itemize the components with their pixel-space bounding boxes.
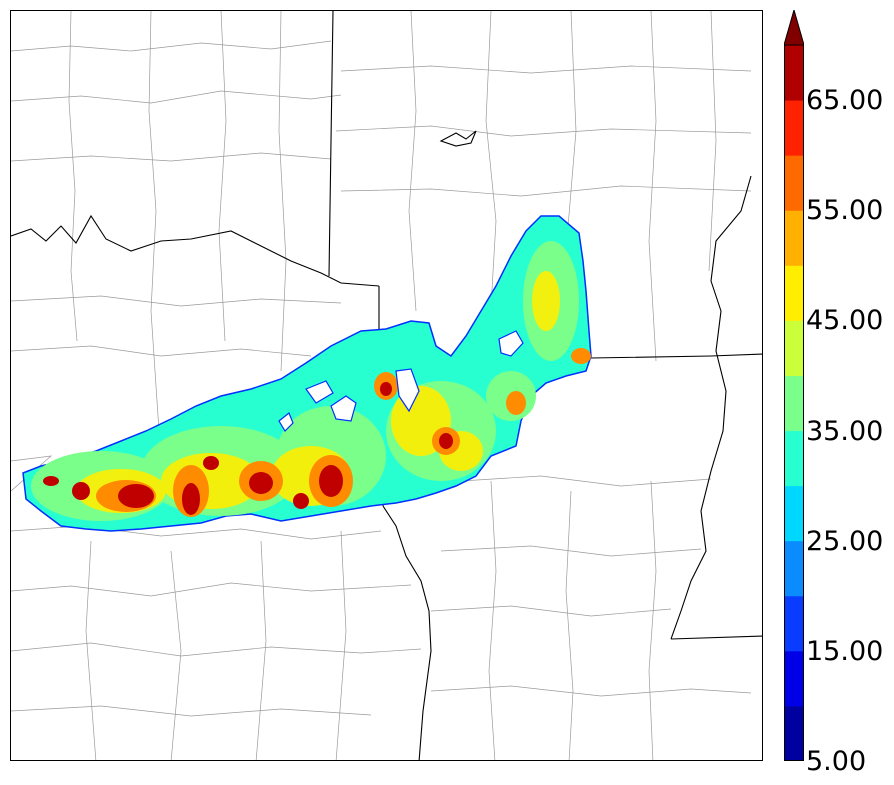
colorbar-segment — [784, 430, 804, 487]
map-svg — [11, 11, 762, 760]
colorbar-segment — [784, 650, 804, 707]
colorbar-tick-label: 35.00 — [806, 415, 884, 447]
colorbar-tick-label: 65.00 — [806, 85, 884, 117]
colorbar-tick-label: 5.00 — [806, 746, 867, 777]
colorbar-segment — [784, 320, 804, 376]
colorbar-segment — [784, 705, 804, 762]
colorbar-segment — [784, 45, 804, 101]
field-holes — [278, 330, 524, 432]
rainfall-field — [22, 215, 592, 532]
colorbar-frame — [784, 44, 804, 761]
radar-map-panel — [10, 10, 763, 761]
colorbar-svg — [783, 8, 805, 762]
colorbar-segment — [784, 540, 804, 597]
field-interior-red — [43, 382, 453, 515]
colorbar-segment — [784, 595, 804, 652]
colorbar-tick-label: 55.00 — [806, 195, 884, 227]
colorbar — [783, 8, 805, 762]
colorbar-tick-label: 45.00 — [806, 305, 884, 337]
colorbar-segment — [784, 265, 804, 321]
colorbar-tick-label: 15.00 — [806, 635, 884, 667]
colorbar-segment — [784, 210, 804, 266]
colorbar-extend-triangle — [783, 8, 805, 46]
colorbar-segment — [784, 485, 804, 542]
colorbar-segment — [784, 375, 804, 432]
colorbar-tick-label: 25.00 — [806, 525, 884, 557]
colorbar-segment — [784, 100, 804, 156]
colorbar-segment — [784, 155, 804, 211]
